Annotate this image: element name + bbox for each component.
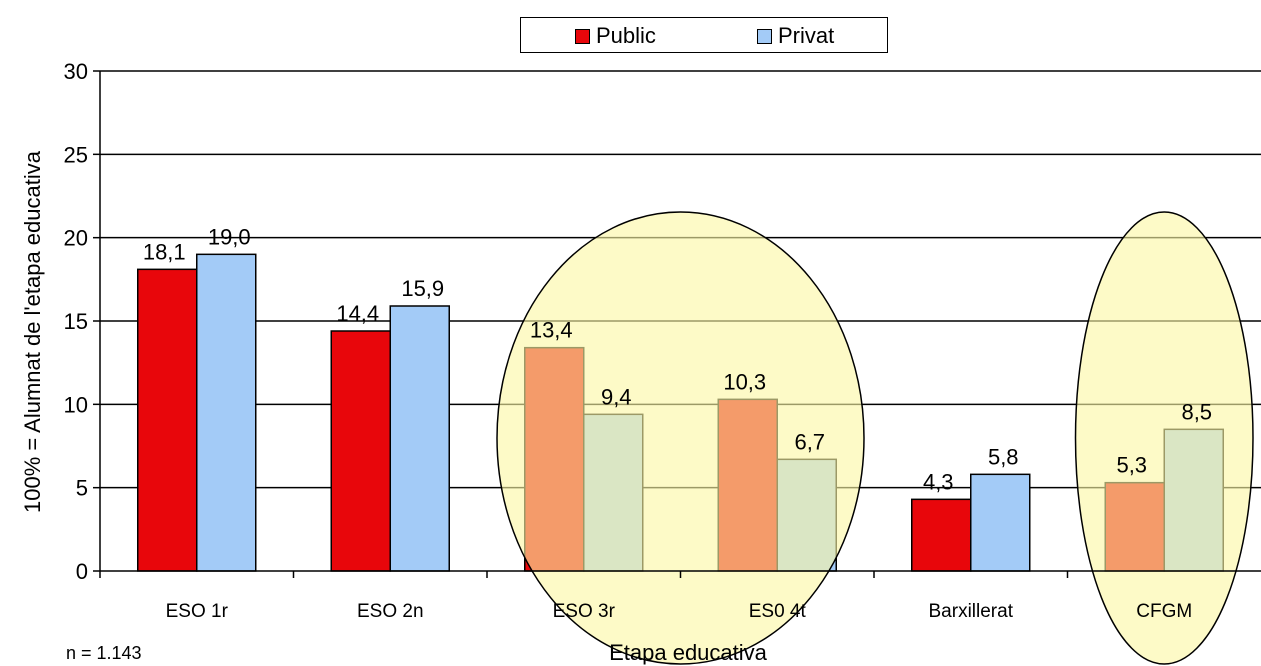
data-label: 8,5	[1181, 399, 1212, 424]
data-label: 9,4	[601, 384, 632, 409]
bar-privat	[970, 473, 1031, 572]
data-label: 14,4	[336, 301, 379, 326]
legend-item-privat: Privat	[757, 23, 834, 49]
bar-privat	[389, 305, 450, 572]
data-label: 19,0	[208, 224, 251, 249]
legend-swatch-privat	[757, 28, 772, 44]
highlight-ellipse	[1074, 211, 1254, 665]
bar-privat	[196, 253, 257, 572]
bar-public	[137, 268, 198, 572]
y-tick-label: 15	[64, 309, 88, 334]
data-label: 13,4	[530, 318, 573, 343]
y-tick-label: 0	[76, 559, 88, 584]
x-tick-label: Barxillerat	[929, 601, 1014, 622]
axes: 0 5 10 15 20 25 30	[64, 59, 1261, 584]
data-label: 5,8	[988, 444, 1019, 469]
data-label: 18,1	[143, 239, 186, 264]
x-tick-label: ESO 2n	[357, 601, 424, 622]
x-tick-label: ESO 3r	[553, 601, 616, 622]
highlight-ellipses	[496, 211, 1254, 665]
bar-public	[330, 330, 391, 572]
data-label: 15,9	[401, 276, 444, 301]
data-label: 4,3	[923, 469, 954, 494]
legend-label-privat: Privat	[778, 23, 835, 48]
y-tick-label: 10	[64, 392, 88, 417]
data-label: 10,3	[723, 369, 766, 394]
legend: Public Privat	[520, 17, 888, 53]
y-axis-title: 100% = Alumnat de l'etapa educativa	[20, 150, 45, 513]
y-tick-label: 30	[64, 59, 88, 84]
y-tick-label: 20	[64, 226, 88, 251]
legend-swatch-public	[575, 28, 590, 44]
x-tick-label: ES0 4t	[749, 601, 807, 622]
legend-label-public: Public	[596, 23, 656, 48]
y-tick-label: 25	[64, 142, 88, 167]
y-tick-label: 5	[76, 476, 88, 501]
sample-size-note: n = 1.143	[66, 643, 142, 663]
x-axis-title: Etapa educativa	[609, 640, 768, 665]
legend-item-public: Public	[575, 23, 656, 49]
bar-public	[911, 498, 972, 572]
data-labels: 18,1 19,0 ESO 1r 14,4 15,9 ESO 2n 13,4 9,4 ESO 3…	[143, 224, 1212, 622]
data-label: 5,3	[1116, 453, 1147, 478]
x-tick-label: CFGM	[1136, 601, 1192, 622]
highlight-ellipse	[496, 211, 865, 665]
x-tick-label: ESO 1r	[166, 601, 229, 622]
data-label: 6,7	[794, 429, 825, 454]
